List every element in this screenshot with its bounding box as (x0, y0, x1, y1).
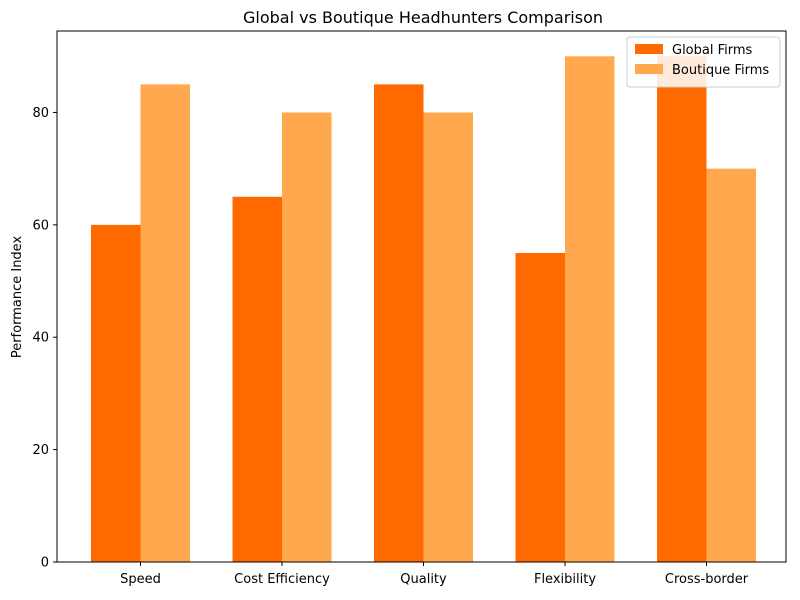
bar-global-cross-border (657, 56, 707, 563)
legend-swatch-global (635, 44, 663, 54)
axes-layer: Speed Cost Efficiency Quality Flexibility Cr… (32, 30, 787, 587)
bars-layer (91, 56, 756, 563)
bar-boutique-cost-efficiency (282, 112, 332, 562)
chart-title: Global vs Boutique Headhunters Compariso… (243, 8, 603, 27)
legend: Global Firms Boutique Firms (626, 36, 781, 88)
y-tick-label: 0 (41, 556, 49, 571)
y-tick-label: 80 (32, 106, 49, 121)
legend-swatch-boutique (635, 64, 663, 74)
legend-box (626, 36, 781, 88)
bar-boutique-quality (423, 112, 473, 562)
y-tick-label: 40 (32, 331, 49, 346)
x-tick-label: Quality (400, 572, 447, 587)
legend-label-boutique: Boutique Firms (672, 63, 769, 78)
y-axis-label: Performance Index (10, 236, 25, 359)
bar-global-cost-efficiency (232, 196, 282, 562)
bar-global-quality (374, 84, 424, 562)
x-tick-label: Speed (120, 572, 161, 587)
y-tick-label: 60 (32, 218, 49, 233)
x-tick-label: Cost Efficiency (234, 572, 330, 587)
bar-global-speed (91, 224, 141, 562)
bar-boutique-cross-border (706, 168, 756, 562)
bar-global-flexibility (515, 252, 565, 562)
bar-boutique-speed (140, 84, 190, 562)
x-tick-label: Flexibility (534, 572, 596, 587)
legend-label-global: Global Firms (672, 43, 753, 58)
x-tick-label: Cross-border (665, 572, 749, 587)
y-tick-label: 20 (32, 443, 49, 458)
plot-frame (56, 30, 787, 563)
bar-boutique-flexibility (565, 56, 615, 563)
